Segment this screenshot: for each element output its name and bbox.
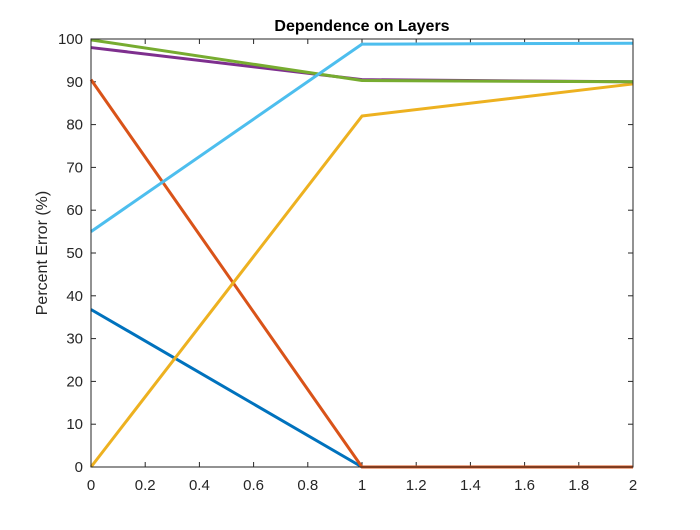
x-tick-label: 1 — [358, 477, 366, 494]
y-tick-label: 20 — [66, 373, 83, 390]
tick-labels: 0 0.2 0.4 0.6 0.8 1 1.2 1.4 1.6 1.8 20102030405060… — [58, 31, 637, 494]
series-line-5 — [90, 38, 634, 84]
series-line-6 — [90, 41, 634, 233]
y-tick-label: 50 — [66, 245, 83, 262]
y-tick-label: 10 — [66, 416, 83, 433]
y-tick-label: 80 — [66, 117, 83, 134]
y-tick-label: 90 — [66, 74, 83, 91]
x-tick-label: 0.4 — [189, 477, 210, 494]
y-tick-label: 40 — [66, 288, 83, 305]
chart-title: Dependence on Layers — [274, 18, 449, 35]
y-tick-label: 30 — [66, 331, 83, 348]
x-tick-label: 1.2 — [406, 477, 427, 494]
y-tick-label: 60 — [66, 202, 83, 219]
y-axis-label: Percent Error (%) — [34, 191, 51, 315]
x-tick-label: 1.4 — [460, 477, 481, 494]
series-line-3 — [89, 82, 634, 468]
x-tick-label: 0.6 — [243, 477, 264, 494]
y-tick-label: 0 — [75, 459, 83, 476]
x-tick-label: 0.2 — [135, 477, 156, 494]
x-tick-label: 0 — [87, 477, 95, 494]
y-tick-label: 100 — [58, 31, 83, 48]
x-tick-label: 1.8 — [568, 477, 589, 494]
plot-area — [91, 39, 633, 467]
axes-box — [90, 38, 634, 468]
x-tick-label: 0.8 — [297, 477, 318, 494]
y-tick-label: 70 — [66, 159, 83, 176]
x-tick-label: 1.6 — [514, 477, 535, 494]
x-tick-label: 2 — [629, 477, 637, 494]
